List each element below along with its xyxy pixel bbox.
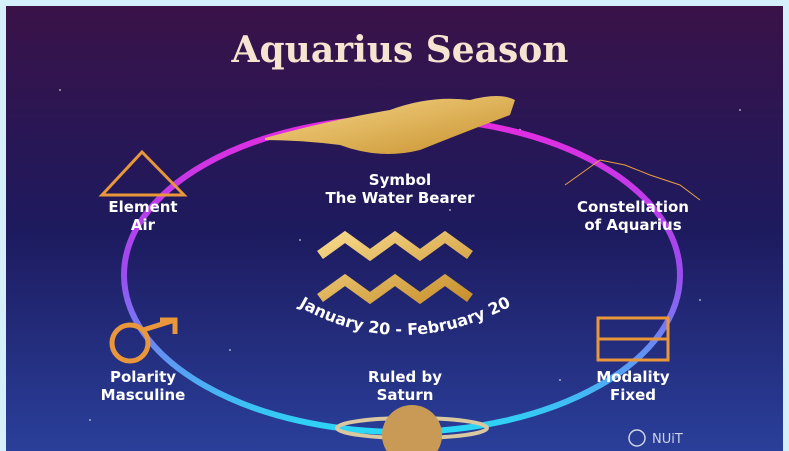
modality-label: Modality	[596, 368, 670, 386]
element-value: Air	[131, 216, 156, 234]
polarity-value: Masculine	[101, 386, 186, 404]
title: Aquarius Season	[231, 29, 569, 71]
constellation-label: Constellation	[577, 198, 689, 216]
polarity-label: Polarity	[110, 368, 176, 386]
element-label: Element	[108, 198, 177, 216]
constellation-value: of Aquarius	[584, 216, 681, 234]
symbol-value: The Water Bearer	[325, 189, 475, 207]
symbol-label: Symbol	[369, 171, 431, 189]
infographic: Aquarius Season Symbol The Water Bearer …	[0, 0, 789, 451]
modality-value: Fixed	[610, 386, 656, 404]
brand: NUiT	[652, 432, 683, 447]
page: Aquarius Season Symbol The Water Bearer …	[0, 0, 789, 451]
ruler-label: Ruled by	[368, 368, 442, 386]
ruler-value: Saturn	[377, 386, 434, 404]
